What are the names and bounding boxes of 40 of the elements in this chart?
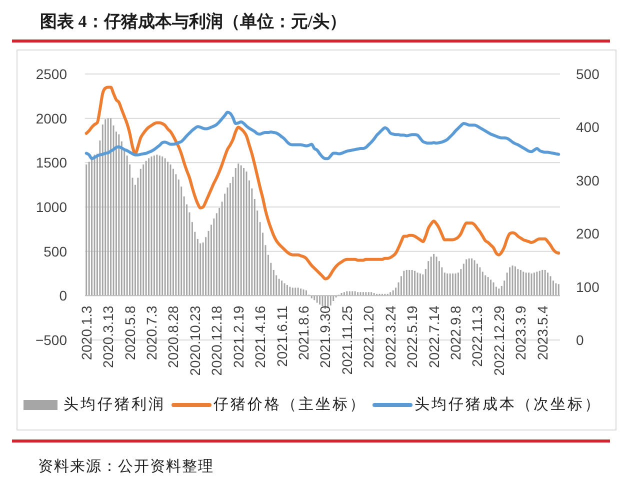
y-tick-label: 1500: [36, 154, 68, 171]
x-tick-label: 2022.9.8: [448, 305, 464, 360]
x-tick-label: 2020.1.3: [78, 305, 94, 360]
x-tick-label: 2021.6.11: [274, 305, 290, 367]
text: 资料来源：公开资料整理: [38, 458, 214, 475]
x-tick-label: 2022.12.29: [490, 305, 507, 376]
x-tick-label: 2020.12.18: [208, 305, 225, 376]
x-tick-label: 2021.2.19: [230, 305, 246, 368]
legend-label: 头均仔猪成本（次坐标）: [414, 396, 602, 413]
x-tick-label: 2020.5.8: [122, 305, 138, 360]
legend-label: 头均仔猪利润: [64, 396, 166, 413]
y-tick-label: 2500: [36, 66, 68, 82]
x-tick-label: 2020.8.28: [165, 305, 182, 368]
y2-tick-label: 200: [576, 226, 600, 242]
legend-label: 仔猪价格（主坐标）: [214, 396, 366, 413]
x-tick-label: 2022.7.14: [426, 305, 442, 368]
y2-tick-label: 400: [576, 119, 600, 136]
chart-title: 图表 4：仔猪成本与利润（单位：元/头）: [40, 12, 346, 31]
y2-tick-label: 0: [576, 332, 584, 348]
x-tick-label: 2020.7.3: [144, 305, 160, 360]
x-tick-label: 2023.5.4: [534, 305, 550, 360]
y-tick-label: 1000: [36, 199, 68, 215]
x-tick-label: 2021.4.16: [252, 305, 268, 368]
y2-tick-label: 300: [576, 172, 600, 188]
x-tick-label: 2021.9.30: [317, 305, 334, 368]
x-tick-label: 2021.11.25: [338, 305, 355, 375]
x-tick-label: 2021.8.6: [296, 305, 312, 360]
y-tick-label: 500: [44, 243, 68, 260]
y2-tick-label: 100: [576, 278, 600, 295]
y-tick-label: 0: [59, 288, 68, 304]
x-tick-label: 2022.11.3: [469, 305, 486, 367]
x-tick-label: 2020.3.13: [100, 305, 116, 368]
x-tick-label: 2022.5.19: [404, 305, 420, 368]
x-tick-label: 2020.10.23: [186, 305, 203, 376]
y-tick-label: −500: [35, 332, 68, 348]
x-tick-label: 2022.3.24: [382, 305, 398, 368]
y2-tick-label: 500: [576, 66, 600, 82]
x-tick-label: 2023.3.9: [512, 305, 529, 360]
y-tick-label: 2000: [36, 110, 68, 126]
x-tick-label: 2022.1.20: [360, 305, 377, 368]
